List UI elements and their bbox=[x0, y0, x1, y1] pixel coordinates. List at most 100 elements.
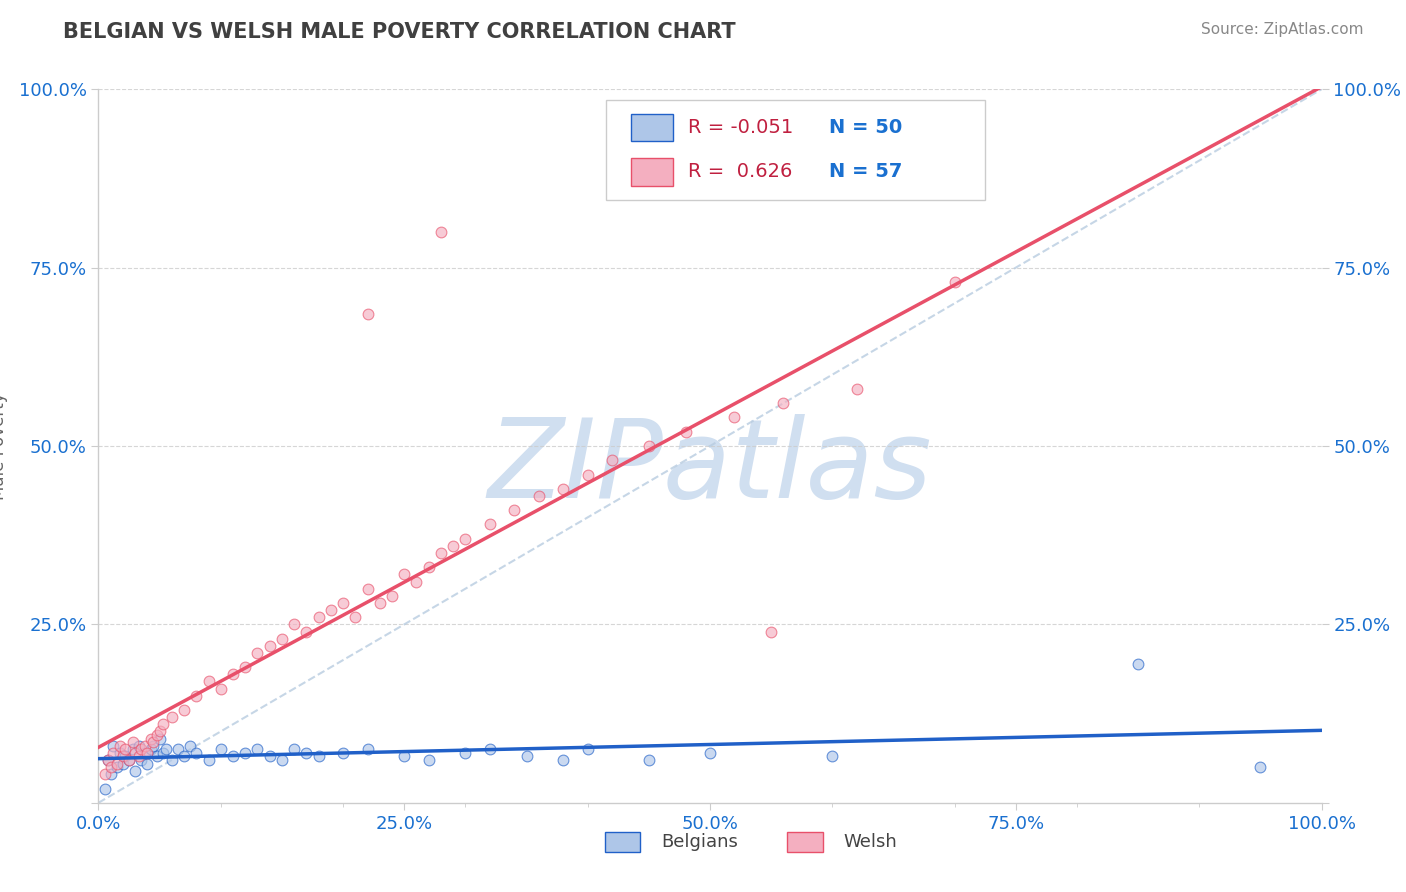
Point bbox=[332, 746, 354, 760]
Point bbox=[139, 731, 162, 746]
Point bbox=[368, 596, 391, 610]
Point bbox=[111, 756, 134, 771]
Point bbox=[209, 742, 232, 756]
Point bbox=[430, 546, 453, 560]
Point bbox=[152, 746, 174, 760]
Point bbox=[259, 749, 281, 764]
Point bbox=[478, 517, 501, 532]
Point bbox=[637, 439, 661, 453]
Point bbox=[105, 756, 128, 771]
Point bbox=[761, 624, 783, 639]
Point bbox=[270, 753, 294, 767]
Text: R =  0.626: R = 0.626 bbox=[688, 162, 793, 181]
Point bbox=[146, 728, 169, 742]
Point bbox=[332, 596, 354, 610]
Point bbox=[179, 739, 201, 753]
FancyBboxPatch shape bbox=[630, 159, 673, 186]
Point bbox=[356, 742, 378, 756]
Point bbox=[943, 275, 966, 289]
Point bbox=[173, 703, 195, 717]
Text: R = -0.051: R = -0.051 bbox=[688, 119, 793, 137]
Point bbox=[128, 749, 150, 764]
Point bbox=[600, 453, 623, 467]
Point bbox=[454, 532, 477, 546]
Point bbox=[1128, 657, 1150, 671]
Point bbox=[110, 746, 132, 760]
FancyBboxPatch shape bbox=[606, 100, 986, 200]
Point bbox=[576, 742, 599, 756]
Point bbox=[637, 753, 661, 767]
Point bbox=[675, 425, 697, 439]
Text: Welsh: Welsh bbox=[844, 833, 897, 851]
Point bbox=[308, 610, 330, 624]
Point bbox=[723, 410, 745, 425]
Point bbox=[129, 753, 152, 767]
Point bbox=[186, 746, 208, 760]
Text: Belgians: Belgians bbox=[661, 833, 738, 851]
Point bbox=[101, 746, 124, 760]
Point bbox=[283, 742, 305, 756]
Point bbox=[392, 567, 416, 582]
Point bbox=[553, 753, 575, 767]
Point bbox=[405, 574, 427, 589]
Point bbox=[418, 560, 440, 574]
Point bbox=[129, 742, 152, 756]
Point bbox=[295, 746, 318, 760]
Point bbox=[246, 646, 269, 660]
Text: BELGIAN VS WELSH MALE POVERTY CORRELATION CHART: BELGIAN VS WELSH MALE POVERTY CORRELATIO… bbox=[63, 22, 735, 42]
Point bbox=[270, 632, 294, 646]
Point bbox=[209, 681, 232, 696]
Point bbox=[430, 225, 453, 239]
Point bbox=[295, 624, 318, 639]
Point bbox=[136, 756, 159, 771]
Point bbox=[101, 739, 124, 753]
Point bbox=[772, 396, 794, 410]
Point bbox=[93, 781, 115, 796]
Point bbox=[344, 610, 367, 624]
Point bbox=[128, 739, 150, 753]
Point bbox=[134, 739, 156, 753]
Point bbox=[152, 717, 174, 731]
FancyBboxPatch shape bbox=[630, 114, 673, 141]
Point bbox=[553, 482, 575, 496]
Point bbox=[246, 742, 269, 756]
Point bbox=[121, 742, 143, 756]
Point bbox=[100, 767, 122, 781]
Point bbox=[160, 753, 183, 767]
Point bbox=[118, 753, 141, 767]
Point bbox=[149, 724, 172, 739]
Point bbox=[259, 639, 281, 653]
Point bbox=[124, 764, 146, 778]
Point bbox=[503, 503, 526, 517]
Point bbox=[146, 749, 169, 764]
Point bbox=[121, 735, 143, 749]
Point bbox=[111, 749, 134, 764]
Point bbox=[139, 742, 162, 756]
Point bbox=[283, 617, 305, 632]
Point bbox=[160, 710, 183, 724]
Point bbox=[97, 753, 120, 767]
Point bbox=[821, 749, 844, 764]
Point bbox=[222, 667, 245, 681]
Point bbox=[110, 739, 132, 753]
Point bbox=[576, 467, 599, 482]
Point bbox=[114, 749, 136, 764]
Point bbox=[381, 589, 404, 603]
Point bbox=[233, 660, 256, 674]
Point bbox=[699, 746, 721, 760]
Point bbox=[149, 731, 172, 746]
Point bbox=[114, 742, 136, 756]
Point bbox=[515, 749, 537, 764]
Point bbox=[118, 753, 141, 767]
Point bbox=[1249, 760, 1271, 774]
Point bbox=[527, 489, 550, 503]
Point bbox=[142, 735, 165, 749]
Point bbox=[392, 749, 416, 764]
Point bbox=[478, 742, 501, 756]
Point bbox=[222, 749, 245, 764]
Point bbox=[136, 746, 159, 760]
Point bbox=[308, 749, 330, 764]
Point bbox=[97, 753, 120, 767]
Point bbox=[124, 746, 146, 760]
Point bbox=[186, 689, 208, 703]
